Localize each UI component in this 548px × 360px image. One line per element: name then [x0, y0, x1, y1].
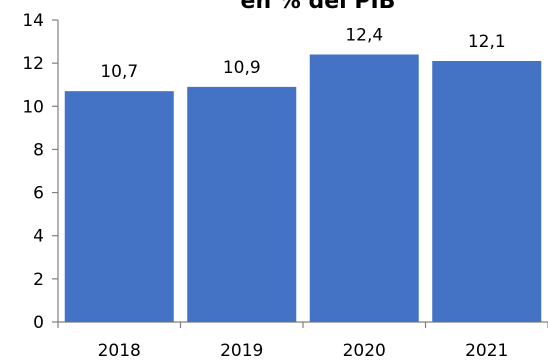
x-tick-label-2018: 2018: [98, 341, 141, 360]
y-tick-label: 4: [33, 227, 44, 247]
bar-series: [64, 54, 542, 323]
y-tick-label: 14: [22, 11, 44, 31]
y-axis: 0 2 4 6 8 10 12 14: [22, 11, 59, 333]
bar-2020: [309, 54, 419, 323]
x-tick-label-2021: 2021: [465, 341, 508, 360]
chart-title: en % del PIB: [241, 0, 396, 14]
x-axis: 2018 2019 2020 2021: [57, 321, 548, 360]
y-tick-label: 10: [22, 97, 44, 117]
data-label-2018: 10,7: [100, 62, 138, 82]
x-tick-label-2020: 2020: [343, 341, 386, 360]
data-label-2019: 10,9: [223, 58, 261, 78]
data-label-2021: 12,1: [468, 32, 506, 52]
y-tick-label: 12: [22, 54, 44, 74]
y-tick-label: 2: [33, 270, 44, 290]
bar-2019: [187, 86, 297, 322]
y-tick-label: 6: [33, 184, 44, 204]
data-label-2020: 12,4: [345, 26, 383, 46]
data-label-group: 10,7 10,9 12,4 12,1: [100, 26, 505, 83]
x-tick-label-2019: 2019: [220, 341, 263, 360]
y-tick-label: 8: [33, 140, 44, 160]
bar-2018: [64, 91, 174, 322]
y-tick-label: 0: [33, 313, 44, 333]
bar-2021: [432, 60, 542, 322]
